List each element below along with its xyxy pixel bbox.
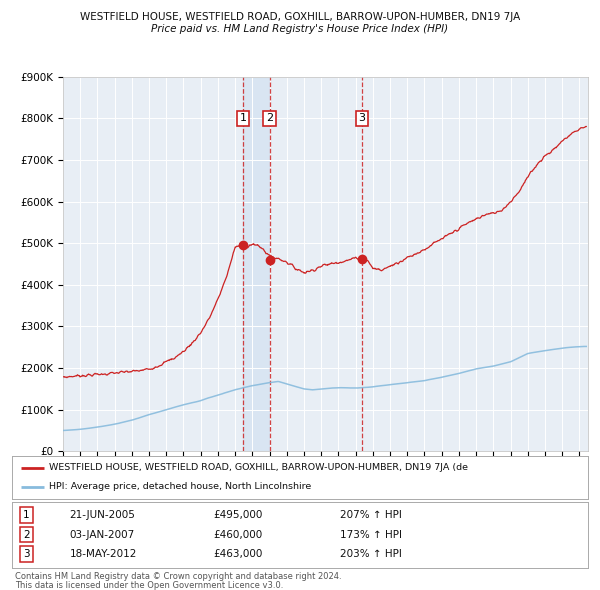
Text: 2: 2 (23, 530, 30, 539)
Text: £495,000: £495,000 (214, 510, 263, 520)
Text: 18-MAY-2012: 18-MAY-2012 (70, 549, 137, 559)
Text: Contains HM Land Registry data © Crown copyright and database right 2024.: Contains HM Land Registry data © Crown c… (15, 572, 341, 581)
Text: This data is licensed under the Open Government Licence v3.0.: This data is licensed under the Open Gov… (15, 581, 283, 589)
Text: WESTFIELD HOUSE, WESTFIELD ROAD, GOXHILL, BARROW-UPON-HUMBER, DN19 7JA (de: WESTFIELD HOUSE, WESTFIELD ROAD, GOXHILL… (49, 464, 469, 473)
Text: 2: 2 (266, 113, 273, 123)
Text: £460,000: £460,000 (214, 530, 263, 539)
Text: 203% ↑ HPI: 203% ↑ HPI (340, 549, 402, 559)
Text: Price paid vs. HM Land Registry's House Price Index (HPI): Price paid vs. HM Land Registry's House … (151, 24, 449, 34)
Text: £463,000: £463,000 (214, 549, 263, 559)
Text: 21-JUN-2005: 21-JUN-2005 (70, 510, 136, 520)
Text: 1: 1 (23, 510, 30, 520)
Text: 207% ↑ HPI: 207% ↑ HPI (340, 510, 402, 520)
Text: 1: 1 (240, 113, 247, 123)
Bar (243, 77, 270, 451)
Text: 03-JAN-2007: 03-JAN-2007 (70, 530, 135, 539)
Text: 3: 3 (23, 549, 30, 559)
Text: WESTFIELD HOUSE, WESTFIELD ROAD, GOXHILL, BARROW-UPON-HUMBER, DN19 7JA: WESTFIELD HOUSE, WESTFIELD ROAD, GOXHILL… (80, 12, 520, 22)
Text: 173% ↑ HPI: 173% ↑ HPI (340, 530, 403, 539)
Text: HPI: Average price, detached house, North Lincolnshire: HPI: Average price, detached house, Nort… (49, 482, 311, 491)
Text: 3: 3 (359, 113, 365, 123)
